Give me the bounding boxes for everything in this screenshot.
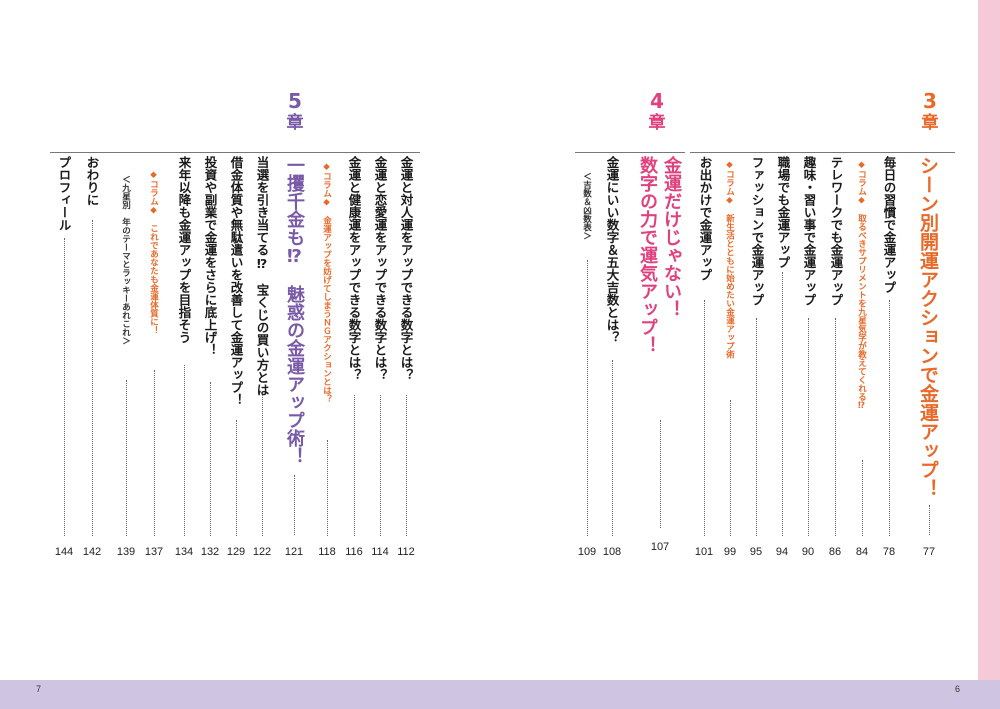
leader-dots [660,420,661,528]
toc-entry-ch3-title[interactable]: シーン別開運アクションで金運アップ！ [917,156,939,498]
footer-band [0,680,1000,709]
toc-page-ch4-1: 108 [602,546,622,558]
chapter-4-rule [575,152,685,153]
leader-dots [835,318,836,536]
leader-dots [126,380,127,536]
leader-dots [704,300,705,536]
toc-page-ch5-2: 114 [371,546,389,558]
leader-dots [92,220,93,536]
toc-entry-ch5-9[interactable]: プロフィール [56,156,72,231]
toc-page-ch4-title: 107 [650,541,670,553]
toc-entry-ch4-title-line1[interactable]: 金運だけじゃない！ [661,156,682,318]
chapter-number: 4 [650,89,664,113]
toc-page-ch5-c1: 118 [318,546,336,558]
toc-page-ch3-2: 86 [828,546,842,558]
toc-entry-ch5-4[interactable]: 当選を引き当てる⁉ 宝くじの買い方とは [254,156,270,396]
toc-entry-ch3-2[interactable]: テレワークでも金運アップ [828,156,844,306]
toc-note-ch5-1[interactable]: ＜九星別 年のテーマとラッキーあれこれ＞ [120,175,131,345]
leader-dots [327,440,328,536]
chapter-5-heading: 5 章 [275,90,315,134]
page-number-right: 6 [955,684,961,694]
leader-dots [154,370,155,536]
toc-entry-ch5-3[interactable]: 金運と健康運をアップできる数字とは？ [346,156,362,381]
chapter-4-heading: 4 章 [637,90,677,134]
toc-entry-ch5-2[interactable]: 金運と恋愛運をアップできる数字とは？ [372,156,388,381]
toc-page-ch5-7: 134 [174,546,194,558]
toc-column-ch3-1[interactable]: ◆コラム◆ 取るべきサプリメントを九星気学が教えてくれる⁉ [856,160,867,411]
toc-entry-ch5-5[interactable]: 借金体質や無駄遣いを改善して金運アップ！ [228,156,244,406]
toc-entry-ch5-title[interactable]: 一攫千金も⁉ 魅惑の金運アップ術！ [284,156,305,465]
toc-page-ch3-5: 95 [749,546,763,558]
toc-page-ch3-c1: 84 [855,546,869,558]
chapter-number: 5 [288,89,302,113]
leader-dots [612,360,613,536]
leader-dots [808,318,809,536]
toc-page-ch5-n1: 139 [116,546,136,558]
page-number-left: 7 [36,684,42,694]
leader-dots [236,420,237,536]
toc-page-ch5-8: 142 [82,546,102,558]
toc-page-ch5-1: 112 [397,546,415,558]
chapter-label: 章 [648,113,666,133]
toc-entry-ch5-6[interactable]: 投資や副業で金運をさらに底上げ！ [202,156,218,356]
toc-entry-ch5-8[interactable]: おわりに [84,156,100,206]
leader-dots [730,400,731,536]
chapter-number: 3 [923,89,937,113]
leader-dots [354,395,355,536]
toc-entry-ch4-1[interactable]: 金運にいい数字＆五大吉数とは？ [604,156,620,344]
toc-page-ch3-c2: 99 [723,546,737,558]
toc-page-ch3-3: 90 [801,546,815,558]
toc-page-ch5-title: 121 [284,546,304,558]
right-edge-band [978,0,1000,709]
toc-page-ch4-n1: 109 [577,546,597,558]
toc-page-ch5-9: 144 [54,546,74,558]
leader-dots [587,260,588,536]
leader-dots [406,395,407,536]
toc-note-ch4-1[interactable]: ＜吉数＆凶数表＞ [581,172,592,240]
toc-page-ch5-c2: 137 [144,546,164,558]
toc-page-ch3-title: 77 [922,546,936,558]
leader-dots [756,318,757,536]
leader-dots [929,505,930,535]
leader-dots [184,365,185,536]
toc-page-ch3-1: 78 [882,546,896,558]
toc-entry-ch3-4[interactable]: 職場でも金運アップ [775,156,791,269]
toc-page-ch3-4: 94 [775,546,789,558]
chapter-3-rule [690,152,955,153]
toc-column-ch3-2[interactable]: ◆コラム◆ 新生活とともに始めたい金運アップ術 [724,160,735,359]
toc-page-ch5-5: 129 [226,546,246,558]
leader-dots [64,238,65,536]
chapter-5-rule [50,152,420,153]
toc-column-ch5-1[interactable]: ◆コラム◆ 金運アップを妨げてしまうＮＧアクションとは？ [321,162,332,403]
toc-page-ch5-4: 122 [252,546,272,558]
leader-dots [294,475,295,535]
toc-entry-ch5-7[interactable]: 来年以降も金運アップを目指そう [176,156,192,344]
toc-column-ch5-2[interactable]: ◆コラム◆ これであなたも金運体質に！ [148,170,159,335]
toc-page-ch5-3: 116 [345,546,363,558]
toc-entry-ch4-title-line2[interactable]: 数字の力で運気アップ！ [637,156,658,354]
toc-entry-ch3-1[interactable]: 毎日の習慣で金運アップ [881,156,897,294]
toc-entry-ch5-1[interactable]: 金運と対人運をアップできる数字とは？ [398,156,414,381]
chapter-label: 章 [921,113,939,133]
toc-entry-ch3-5[interactable]: ファッションで金運アップ [749,156,765,306]
toc-page-ch5-6: 132 [200,546,220,558]
leader-dots [889,300,890,536]
chapter-3-heading: 3 章 [910,90,950,134]
toc-entry-ch3-3[interactable]: 趣味・習い事で金運アップ [801,156,817,306]
toc-entry-ch3-6[interactable]: お出かけで金運アップ [697,156,713,281]
leader-dots [782,272,783,536]
leader-dots [380,395,381,536]
toc-page-ch3-6: 101 [694,546,714,558]
leader-dots [862,460,863,536]
chapter-label: 章 [286,113,304,133]
leader-dots [210,382,211,536]
leader-dots [262,395,263,536]
